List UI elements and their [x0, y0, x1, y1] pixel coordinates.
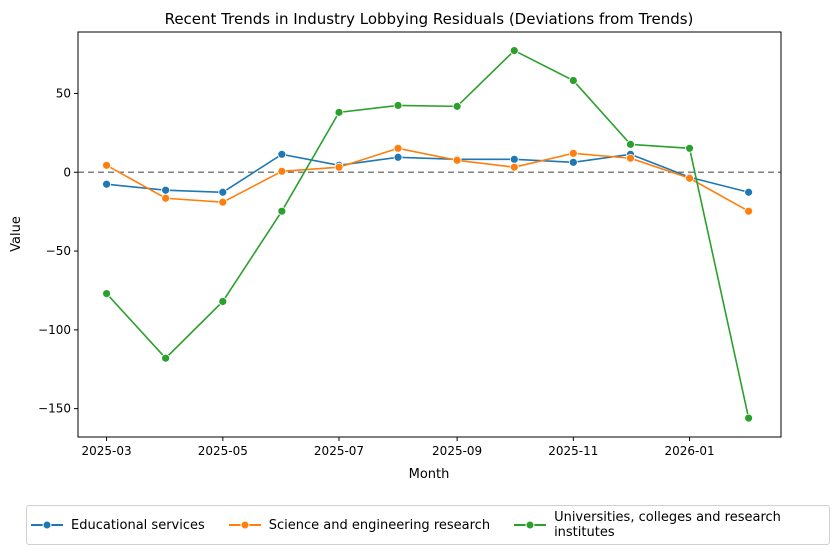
data-point [568, 157, 578, 167]
data-point [626, 153, 635, 163]
x-tick-label: 2025-11 [548, 444, 598, 458]
data-point [161, 353, 171, 363]
data-point [685, 173, 694, 183]
data-point [393, 101, 403, 110]
x-tick-label: 2025-05 [198, 444, 248, 458]
data-point [452, 101, 462, 111]
data-point [161, 193, 171, 203]
data-point [102, 160, 111, 170]
legend-label: Educational services [71, 517, 205, 533]
data-point [102, 179, 111, 189]
series-line-0 [106, 153, 749, 194]
series-line-1 [106, 147, 750, 212]
legend-label: Science and engineering research [268, 517, 491, 533]
line-chart: Recent Trends in Industry Lobbying Resid… [9, 10, 782, 482]
x-tick-label: 2025-07 [314, 444, 364, 458]
data-point [744, 187, 754, 197]
plot-frame [77, 31, 782, 438]
legend-marker [31, 520, 63, 530]
data-point [277, 206, 287, 216]
data-point [393, 143, 403, 153]
data-point [568, 76, 578, 85]
data-point [744, 206, 754, 216]
x-axis-label: Month [409, 467, 450, 482]
data-point [277, 149, 287, 159]
x-tick-label: 2025-09 [432, 444, 482, 458]
legend-item-universities: Universities, colleges and research insti… [514, 510, 781, 540]
data-point [568, 148, 578, 158]
x-tick-label: 2026-01 [664, 444, 714, 458]
legend-marker [228, 520, 261, 530]
data-point [509, 154, 519, 164]
legend-item-educational-services: Educational services [31, 518, 205, 533]
data-point [452, 155, 462, 165]
legend-label: Universities, colleges and research insti… [554, 510, 781, 540]
chart-title: Recent Trends in Industry Lobbying Resid… [165, 10, 694, 28]
data-point [626, 139, 635, 149]
data-point [218, 187, 228, 197]
data-point [685, 143, 694, 153]
y-tick-label: 0 [63, 165, 71, 179]
legend-item-science-engineering: Science and engineering research [228, 517, 491, 533]
legend: Educational services Science and enginee… [26, 505, 830, 545]
y-tick-label: 50 [56, 86, 71, 100]
y-axis-label: Value [9, 216, 24, 252]
data-point [218, 297, 228, 306]
data-point [218, 197, 228, 207]
x-tick-label: 2025-03 [82, 444, 132, 458]
data-point [102, 289, 111, 298]
data-point [334, 162, 344, 172]
data-point [509, 46, 519, 55]
data-point [509, 162, 519, 172]
data-point [334, 107, 344, 117]
legend-marker [514, 520, 547, 530]
y-tick-label: −150 [38, 402, 71, 416]
data-point [744, 413, 754, 423]
data-point [277, 166, 287, 176]
y-tick-label: −100 [38, 323, 71, 337]
y-tick-label: −50 [46, 244, 71, 258]
series-line-2 [105, 49, 750, 419]
data-point [161, 185, 171, 195]
data-point [393, 152, 403, 162]
